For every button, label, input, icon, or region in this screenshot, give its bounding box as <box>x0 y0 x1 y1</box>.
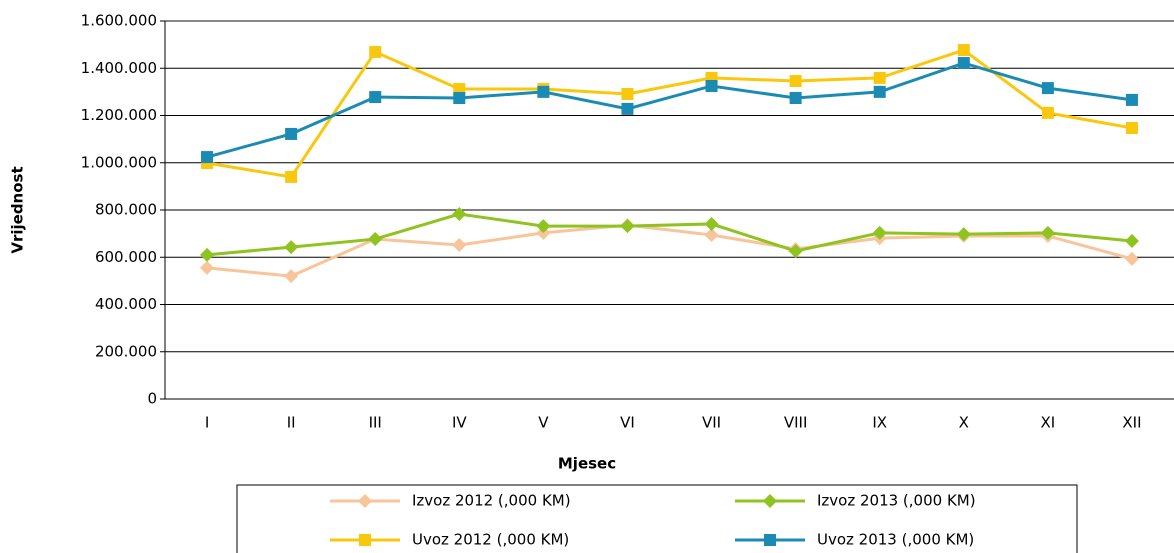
legend-label: Izvoz 2013 (,000 KM) <box>817 492 976 510</box>
marker <box>705 79 718 92</box>
marker <box>873 85 886 98</box>
marker <box>285 170 298 183</box>
marker <box>537 85 550 98</box>
marker <box>1124 233 1139 248</box>
marker <box>1124 251 1139 266</box>
y-tick-label: 1.200.000 <box>81 106 157 124</box>
x-axis-label: Mjesec <box>558 455 616 473</box>
marker <box>285 127 298 140</box>
series-line <box>206 212 1133 257</box>
marker <box>789 75 802 88</box>
marker <box>956 227 971 242</box>
x-tick-label: XI <box>1041 414 1056 432</box>
marker <box>704 228 719 243</box>
x-tick-label: V <box>538 414 549 432</box>
marker <box>621 102 634 115</box>
marker <box>1040 225 1055 240</box>
marker <box>200 260 215 275</box>
marker <box>1041 82 1054 95</box>
y-tick-label: 600.000 <box>95 248 157 266</box>
y-tick-label: 1.400.000 <box>81 59 157 77</box>
x-tick-label: VIII <box>784 414 808 432</box>
y-tick-label: 0 <box>147 390 157 408</box>
marker <box>704 216 719 231</box>
x-tick-label: VI <box>620 414 635 432</box>
legend-box <box>236 484 1078 553</box>
y-axis-label: Vrijednost <box>9 166 27 253</box>
x-tick-label: III <box>369 414 382 432</box>
x-tick-label: VII <box>702 414 721 432</box>
marker <box>763 494 777 508</box>
x-tick-label: XII <box>1122 414 1141 432</box>
marker <box>200 247 215 262</box>
y-tick-label: 1.000.000 <box>81 153 157 171</box>
legend-label: Uvoz 2012 (,000 KM) <box>412 531 569 549</box>
x-tick-label: II <box>287 414 296 432</box>
marker <box>368 232 383 247</box>
marker <box>873 71 886 84</box>
marker <box>1125 122 1138 135</box>
y-tick-label: 200.000 <box>95 342 157 360</box>
marker <box>1125 93 1138 106</box>
marker <box>621 88 634 101</box>
marker <box>369 91 382 104</box>
marker <box>359 534 371 546</box>
x-tick-label: IX <box>872 414 887 432</box>
legend-label: Izvoz 2012 (,000 KM) <box>412 492 571 510</box>
marker <box>284 240 299 255</box>
y-tick-label: 1.600.000 <box>81 12 157 30</box>
marker <box>284 269 299 284</box>
marker <box>957 44 970 57</box>
marker <box>788 244 803 259</box>
x-tick-label: I <box>205 414 209 432</box>
legend-label: Uvoz 2013 (,000 KM) <box>817 531 974 549</box>
marker <box>452 237 467 252</box>
series-line <box>206 48 1133 179</box>
marker <box>1041 106 1054 119</box>
y-tick-label: 800.000 <box>95 201 157 219</box>
marker <box>369 45 382 58</box>
marker <box>536 219 551 234</box>
marker <box>201 151 214 164</box>
y-tick-label: 400.000 <box>95 295 157 313</box>
marker <box>453 92 466 105</box>
x-tick-label: X <box>959 414 969 432</box>
marker <box>764 534 776 546</box>
series-line <box>206 61 1133 159</box>
x-tick-label: IV <box>452 414 467 432</box>
marker <box>789 92 802 105</box>
marker <box>957 57 970 70</box>
marker <box>872 225 887 240</box>
series-line <box>206 223 1133 278</box>
marker <box>620 219 635 234</box>
marker <box>452 207 467 222</box>
marker <box>358 494 372 508</box>
